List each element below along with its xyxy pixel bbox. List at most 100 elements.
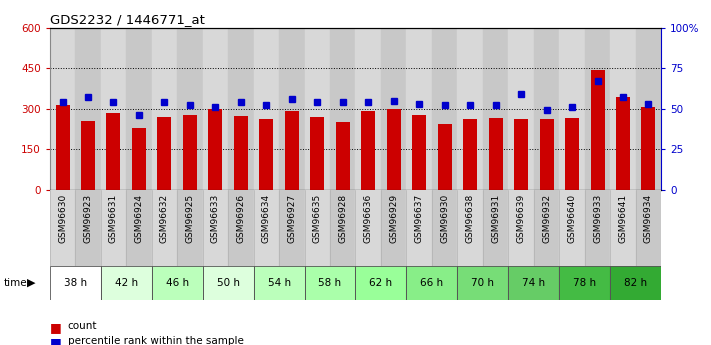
Text: GSM96635: GSM96635 xyxy=(313,194,322,243)
Bar xyxy=(534,190,560,266)
Text: 62 h: 62 h xyxy=(370,278,392,288)
Bar xyxy=(50,28,75,190)
Bar xyxy=(81,121,95,190)
Text: GSM96934: GSM96934 xyxy=(644,194,653,243)
Bar xyxy=(457,28,483,190)
Bar xyxy=(407,28,432,190)
Bar xyxy=(203,266,254,300)
Bar xyxy=(151,266,203,300)
Text: percentile rank within the sample: percentile rank within the sample xyxy=(68,336,243,345)
Text: GSM96930: GSM96930 xyxy=(440,194,449,243)
Bar xyxy=(514,119,528,190)
Bar xyxy=(407,266,457,300)
Bar xyxy=(636,28,661,190)
Text: GSM96632: GSM96632 xyxy=(160,194,169,243)
Bar xyxy=(356,266,407,300)
Bar xyxy=(560,28,584,190)
Bar xyxy=(330,190,356,266)
Text: 82 h: 82 h xyxy=(624,278,647,288)
Bar xyxy=(356,266,407,300)
Bar xyxy=(75,190,101,266)
Bar xyxy=(55,106,70,190)
Bar xyxy=(387,109,401,190)
Bar xyxy=(50,266,101,300)
Bar xyxy=(438,124,451,190)
Bar xyxy=(534,28,560,190)
Bar xyxy=(610,190,636,266)
Text: GSM96638: GSM96638 xyxy=(466,194,475,243)
Bar xyxy=(457,190,483,266)
Bar xyxy=(127,190,151,266)
Bar xyxy=(610,266,661,300)
Text: GSM96931: GSM96931 xyxy=(491,194,500,243)
Bar xyxy=(234,116,248,190)
Bar xyxy=(304,266,356,300)
Bar xyxy=(457,266,508,300)
Text: count: count xyxy=(68,321,97,331)
Bar xyxy=(254,190,279,266)
Text: ■: ■ xyxy=(50,321,62,334)
Bar xyxy=(75,28,101,190)
Bar xyxy=(228,28,254,190)
Bar xyxy=(407,190,432,266)
Bar xyxy=(254,28,279,190)
Bar xyxy=(203,28,228,190)
Text: GSM96640: GSM96640 xyxy=(567,194,577,243)
Bar xyxy=(560,266,610,300)
Bar xyxy=(101,266,151,300)
Bar xyxy=(208,109,223,190)
Bar xyxy=(310,117,324,190)
Bar xyxy=(151,28,177,190)
Bar xyxy=(381,190,407,266)
Text: GSM96925: GSM96925 xyxy=(186,194,194,243)
Bar xyxy=(463,119,477,190)
Bar xyxy=(101,28,127,190)
Bar xyxy=(254,266,304,300)
Bar xyxy=(260,119,273,190)
Text: GSM96633: GSM96633 xyxy=(211,194,220,243)
Bar xyxy=(508,266,560,300)
Bar xyxy=(228,190,254,266)
Bar xyxy=(151,266,203,300)
Bar xyxy=(304,190,330,266)
Bar xyxy=(407,266,457,300)
Bar xyxy=(508,28,534,190)
Text: 70 h: 70 h xyxy=(471,278,494,288)
Bar xyxy=(560,190,584,266)
Text: 38 h: 38 h xyxy=(64,278,87,288)
Bar xyxy=(636,190,661,266)
Text: GSM96932: GSM96932 xyxy=(542,194,551,243)
Text: 46 h: 46 h xyxy=(166,278,188,288)
Bar xyxy=(584,28,610,190)
Bar xyxy=(157,117,171,190)
Bar xyxy=(483,190,508,266)
Text: GSM96631: GSM96631 xyxy=(109,194,118,243)
Text: GSM96926: GSM96926 xyxy=(236,194,245,243)
Text: 42 h: 42 h xyxy=(114,278,138,288)
Text: GSM96927: GSM96927 xyxy=(287,194,296,243)
Text: GSM96636: GSM96636 xyxy=(364,194,373,243)
Bar xyxy=(336,122,350,190)
Bar xyxy=(508,190,534,266)
Bar xyxy=(432,28,457,190)
Bar xyxy=(183,115,197,190)
Text: GSM96634: GSM96634 xyxy=(262,194,271,243)
Bar xyxy=(457,266,508,300)
Bar xyxy=(177,28,203,190)
Bar xyxy=(565,118,579,190)
Bar xyxy=(254,266,304,300)
Bar xyxy=(151,190,177,266)
Bar xyxy=(381,28,407,190)
Text: 58 h: 58 h xyxy=(319,278,341,288)
Text: GSM96933: GSM96933 xyxy=(593,194,602,243)
Bar xyxy=(304,28,330,190)
Text: GSM96637: GSM96637 xyxy=(415,194,424,243)
Bar xyxy=(107,113,120,190)
Bar xyxy=(560,266,610,300)
Bar xyxy=(177,190,203,266)
Text: GDS2232 / 1446771_at: GDS2232 / 1446771_at xyxy=(50,13,205,27)
Bar xyxy=(50,266,101,300)
Bar xyxy=(203,266,254,300)
Bar xyxy=(101,190,127,266)
Bar xyxy=(356,28,381,190)
